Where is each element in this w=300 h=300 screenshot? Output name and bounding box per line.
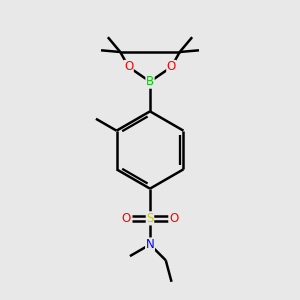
Text: O: O	[167, 61, 176, 74]
Text: S: S	[146, 212, 154, 225]
Text: B: B	[146, 75, 154, 88]
Text: O: O	[124, 61, 133, 74]
Text: N: N	[146, 238, 154, 251]
Text: O: O	[169, 212, 178, 225]
Text: O: O	[122, 212, 131, 225]
